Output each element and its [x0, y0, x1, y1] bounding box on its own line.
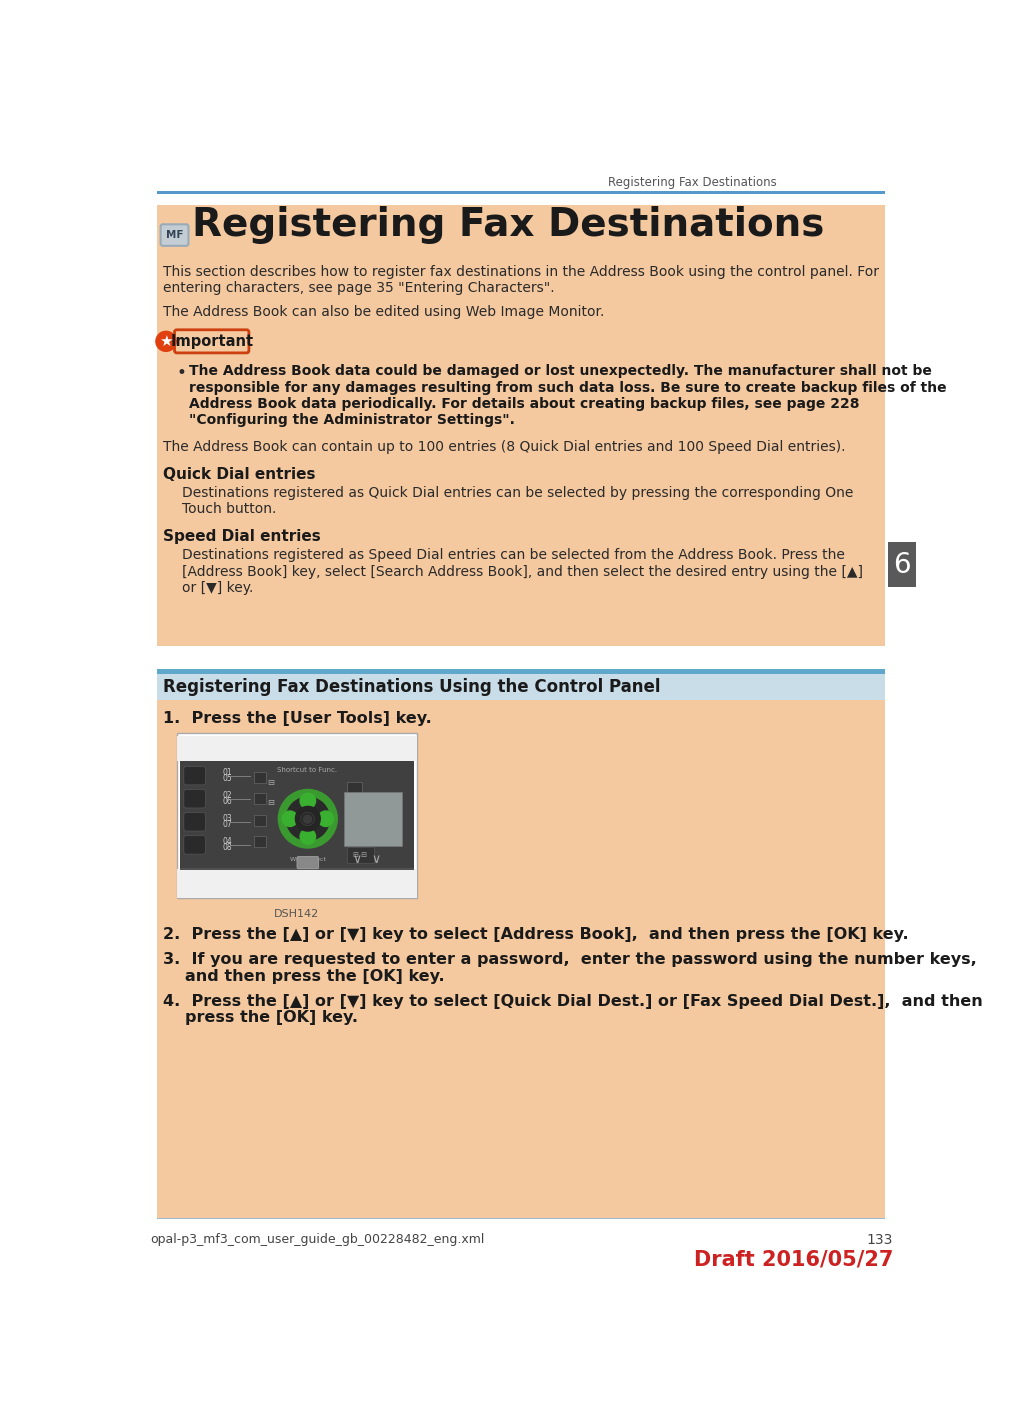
Text: 1.  Press the [User Tools] key.: 1. Press the [User Tools] key.: [163, 711, 432, 726]
Text: 08: 08: [223, 843, 232, 852]
Circle shape: [300, 794, 316, 808]
Bar: [157, 257, 886, 701]
Bar: [127, 1220, 916, 1264]
Text: ◉: ◉: [299, 809, 317, 828]
Text: Important: Important: [170, 334, 253, 349]
Bar: [157, 192, 886, 193]
Bar: [157, 646, 886, 673]
Text: The Address Book can contain up to 100 entries (8 Quick Dial entries and 100 Spe: The Address Book can contain up to 100 e…: [163, 440, 845, 454]
Text: The Address Book data could be damaged or lost unexpectedly. The manufacturer sh: The Address Book data could be damaged o…: [189, 365, 932, 379]
Text: 3.  If you are requested to enter a password,  enter the password using the numb: 3. If you are requested to enter a passw…: [163, 951, 976, 967]
Bar: [253, 836, 266, 848]
Bar: [344, 792, 402, 846]
FancyBboxPatch shape: [174, 329, 249, 354]
Bar: [346, 822, 362, 836]
Text: ⊟: ⊟: [268, 798, 275, 807]
Text: •: •: [177, 365, 186, 382]
Text: ∨: ∨: [372, 853, 381, 866]
Text: 03: 03: [223, 814, 232, 824]
Text: Quick Dial entries: Quick Dial entries: [163, 467, 316, 481]
FancyBboxPatch shape: [184, 812, 206, 831]
Text: and then press the [OK] key.: and then press the [OK] key.: [184, 968, 444, 984]
Bar: [180, 868, 414, 870]
Text: Destinations registered as Quick Dial entries can be selected by pressing the co: Destinations registered as Quick Dial en…: [181, 486, 853, 500]
Text: "Configuring the Administrator Settings".: "Configuring the Administrator Settings"…: [189, 413, 515, 427]
Text: 05: 05: [223, 774, 232, 784]
Text: press the [OK] key.: press the [OK] key.: [184, 1011, 357, 1025]
Circle shape: [286, 797, 330, 841]
Text: ⊟: ⊟: [268, 778, 275, 787]
Circle shape: [295, 807, 321, 831]
Bar: [253, 794, 266, 804]
FancyBboxPatch shape: [161, 224, 188, 246]
Text: ⊟ ⊟: ⊟ ⊟: [353, 852, 366, 858]
Text: Registering Fax Destinations: Registering Fax Destinations: [192, 206, 825, 244]
Text: or [▼] key.: or [▼] key.: [181, 581, 252, 595]
Bar: [157, 204, 886, 257]
Bar: [346, 802, 362, 815]
Text: opal-p3_mf3_com_user_guide_gb_00228482_eng.xml: opal-p3_mf3_com_user_guide_gb_00228482_e…: [151, 1233, 485, 1245]
Bar: [157, 700, 886, 1217]
Text: 01: 01: [223, 768, 232, 777]
Text: 06: 06: [223, 797, 232, 807]
Text: [Address Book] key, select [Search Address Book], and then select the desired en: [Address Book] key, select [Search Addre…: [181, 565, 862, 578]
Text: MF: MF: [166, 230, 183, 240]
Text: This section describes how to register fax destinations in the Address Book usin: This section describes how to register f…: [163, 266, 879, 280]
Text: Address Book data periodically. For details about creating backup files, see pag: Address Book data periodically. For deta…: [189, 396, 860, 410]
Bar: [346, 848, 374, 862]
Bar: [157, 674, 886, 700]
FancyBboxPatch shape: [297, 856, 319, 869]
Circle shape: [278, 790, 337, 848]
Circle shape: [156, 331, 176, 351]
Circle shape: [318, 811, 334, 826]
Text: 133: 133: [866, 1233, 893, 1247]
Text: 2.  Press the [▲] or [▼] key to select [Address Book],  and then press the [OK] : 2. Press the [▲] or [▼] key to select [A…: [163, 927, 908, 943]
FancyBboxPatch shape: [184, 767, 206, 785]
Text: 04: 04: [223, 838, 232, 846]
Text: DSH142: DSH142: [274, 909, 320, 919]
Text: ∨: ∨: [352, 853, 361, 866]
Text: The Address Book can also be edited using Web Image Monitor.: The Address Book can also be edited usin…: [163, 305, 605, 320]
Text: 07: 07: [223, 821, 232, 829]
Text: ★: ★: [159, 334, 173, 349]
Text: Registering Fax Destinations: Registering Fax Destinations: [608, 176, 777, 189]
Bar: [157, 1217, 886, 1220]
Circle shape: [282, 811, 297, 826]
Text: Destinations registered as Speed Dial entries can be selected from the Address B: Destinations registered as Speed Dial en…: [181, 548, 844, 562]
Bar: [346, 782, 362, 795]
Text: 6: 6: [894, 551, 911, 578]
Text: Speed Dial entries: Speed Dial entries: [163, 530, 321, 544]
Text: Touch button.: Touch button.: [181, 503, 276, 517]
Bar: [180, 761, 414, 869]
Text: Shortcut to Func.: Shortcut to Func.: [277, 767, 337, 772]
FancyBboxPatch shape: [184, 836, 206, 855]
Bar: [177, 869, 417, 897]
Circle shape: [300, 829, 316, 845]
Bar: [157, 669, 886, 674]
Bar: [253, 815, 266, 825]
Text: Draft 2016/05/27: Draft 2016/05/27: [693, 1250, 893, 1269]
Text: responsible for any damages resulting from such data loss. Be sure to create bac: responsible for any damages resulting fr…: [189, 381, 947, 395]
Text: 4.  Press the [▲] or [▼] key to select [Quick Dial Dest.] or [Fax Speed Dial Des: 4. Press the [▲] or [▼] key to select [Q…: [163, 994, 982, 1008]
Text: 02: 02: [223, 791, 232, 799]
Bar: [889, 542, 916, 586]
Bar: [177, 736, 417, 761]
FancyBboxPatch shape: [184, 790, 206, 808]
Text: entering characters, see page 35 "Entering Characters".: entering characters, see page 35 "Enteri…: [163, 281, 555, 295]
Text: Registering Fax Destinations Using the Control Panel: Registering Fax Destinations Using the C…: [163, 679, 661, 696]
Bar: [177, 733, 417, 897]
Bar: [253, 772, 266, 782]
Text: Wi-Fi Direct: Wi-Fi Direct: [290, 858, 326, 862]
